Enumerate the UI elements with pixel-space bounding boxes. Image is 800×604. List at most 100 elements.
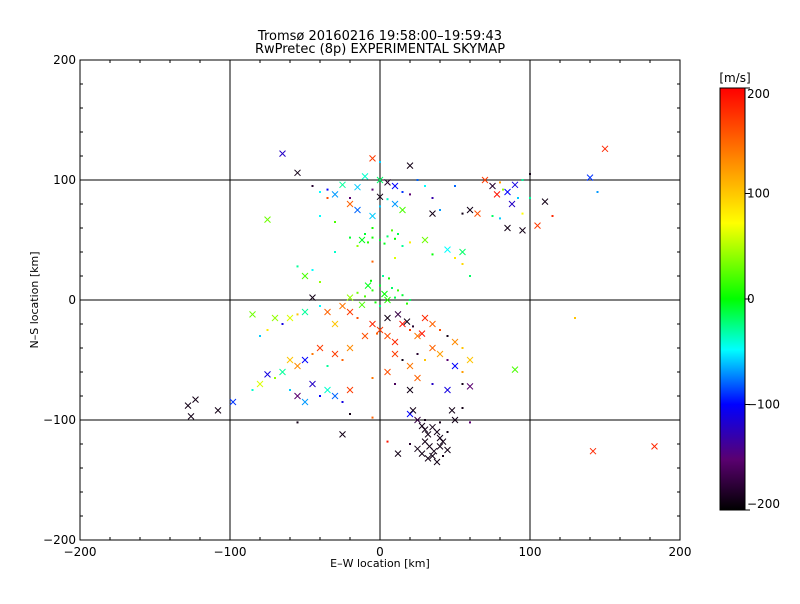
data-point-dot (296, 421, 299, 424)
data-point-x (324, 386, 331, 394)
data-point-x (256, 380, 264, 388)
data-point-x (301, 308, 309, 316)
data-point-x (354, 183, 361, 191)
data-point-dot (521, 212, 524, 215)
data-point-x (474, 210, 481, 217)
data-point-x (301, 356, 309, 364)
data-point-dot (461, 212, 464, 215)
data-point-x (286, 314, 294, 322)
data-point-x (466, 356, 474, 364)
data-point-x (391, 182, 399, 190)
data-point-x (394, 311, 402, 318)
data-point-x (294, 392, 301, 400)
data-point-x (229, 398, 237, 406)
data-point-x (369, 212, 376, 220)
data-point-dot (371, 260, 374, 263)
data-point-dot (274, 377, 276, 379)
data-point-dot (416, 179, 419, 181)
data-point-dot (281, 323, 284, 325)
data-point-x (384, 368, 391, 376)
data-point-x (361, 332, 369, 340)
data-point-dot (326, 365, 329, 367)
data-point-dot (349, 413, 351, 415)
data-point-x (184, 402, 192, 409)
data-points (184, 145, 658, 466)
data-point-dot (529, 173, 531, 175)
data-point-dot (259, 335, 261, 337)
data-point-dot (454, 257, 456, 259)
data-point-dot (266, 329, 269, 331)
data-point-x (430, 447, 438, 455)
data-point-x (279, 368, 286, 376)
data-point-x (331, 350, 339, 358)
data-point-x (466, 383, 474, 390)
colorbar (719, 87, 746, 511)
data-point-x (391, 200, 399, 208)
data-point-x (424, 455, 432, 462)
data-point-dot (371, 236, 374, 239)
data-point-dot (379, 205, 381, 208)
data-point-dot (391, 287, 393, 289)
data-point-dot (401, 245, 404, 247)
data-point-x (421, 426, 429, 433)
data-point-dot (446, 359, 449, 361)
data-point-x (424, 431, 432, 438)
data-point-x (429, 320, 436, 328)
data-point-x (406, 362, 414, 370)
data-point-dot (319, 215, 321, 217)
data-point-dot (461, 263, 464, 265)
data-point-x (354, 206, 361, 214)
data-point-dot (446, 335, 449, 337)
data-point-dot (461, 383, 464, 385)
data-point-dot (521, 179, 524, 181)
data-point-x (331, 191, 339, 198)
data-point-x (339, 181, 346, 189)
data-point-x (369, 320, 376, 328)
data-point-dot (596, 191, 599, 193)
data-point-dot (461, 371, 464, 373)
data-point-dot (370, 279, 372, 282)
data-point-x (451, 362, 459, 370)
data-point-dot (439, 209, 441, 211)
data-point-dot (517, 197, 519, 199)
data-point-dot (461, 407, 464, 409)
data-point-dot (319, 305, 321, 307)
data-point-x (316, 344, 324, 352)
data-point-dot (394, 383, 396, 385)
data-point-dot (409, 241, 411, 244)
data-point-dot (371, 227, 374, 229)
data-point-x (439, 438, 447, 445)
data-point-x (429, 452, 436, 460)
colorbar-tick-label: 100 (747, 187, 770, 201)
data-point-dot (406, 302, 408, 305)
data-point-x (286, 356, 294, 364)
data-point-x (399, 320, 406, 328)
data-point-dot (334, 251, 336, 253)
x-tick-label: −200 (64, 545, 97, 559)
data-point-x (279, 150, 286, 157)
data-point-x (361, 173, 369, 180)
data-point-dot (319, 395, 321, 397)
data-point-x (541, 198, 549, 205)
data-point-dot (409, 299, 411, 301)
data-point-dot (349, 197, 351, 199)
data-point-dot (379, 305, 381, 307)
data-point-dot (502, 188, 504, 191)
data-point-dot (326, 188, 329, 191)
data-point-dot (529, 197, 531, 199)
data-point-dot (371, 188, 374, 191)
data-point-dot (371, 377, 374, 379)
data-point-x (339, 302, 346, 310)
data-point-dot (469, 275, 471, 277)
data-point-x (414, 374, 421, 382)
data-point-x (346, 386, 354, 394)
data-point-x (384, 179, 391, 186)
data-point-x (294, 169, 301, 177)
data-point-x (249, 311, 256, 318)
data-point-dot (364, 233, 366, 235)
data-point-dot (379, 284, 381, 287)
data-point-dot (356, 245, 359, 247)
chart-subtitle: RwPretec (8p) EXPERIMENTAL SKYMAP (255, 42, 505, 57)
